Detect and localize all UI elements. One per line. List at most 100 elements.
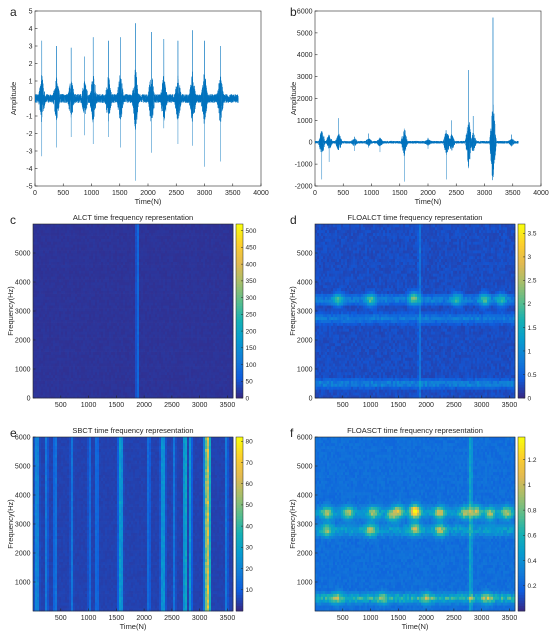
heatmap-cell xyxy=(119,247,121,250)
heatmap-cell xyxy=(47,381,49,384)
heatmap-cell xyxy=(57,285,59,288)
heatmap-cell xyxy=(143,323,145,326)
heatmap-cell xyxy=(181,343,183,346)
heatmap-cell xyxy=(57,372,59,375)
heatmap-cell xyxy=(53,366,55,369)
heatmap-cell xyxy=(185,256,187,259)
heatmap-cell xyxy=(145,392,147,395)
heatmap-cell xyxy=(119,259,121,262)
heatmap-cell xyxy=(113,366,115,369)
heatmap-cell xyxy=(77,372,79,375)
heatmap-cell xyxy=(171,378,173,381)
heatmap-cell xyxy=(45,317,47,320)
heatmap-cell xyxy=(39,328,41,331)
heatmap-cell xyxy=(163,363,165,366)
heatmap-cell xyxy=(161,352,163,355)
heatmap-cell xyxy=(193,349,195,352)
heatmap-cell xyxy=(81,262,83,265)
heatmap-cell xyxy=(95,285,97,288)
heatmap-cell xyxy=(79,343,81,346)
heatmap-cell xyxy=(55,262,57,265)
heatmap-cell xyxy=(53,346,55,349)
heatmap-cell xyxy=(45,285,47,288)
heatmap-cell xyxy=(85,360,87,363)
heatmap-cell xyxy=(167,236,169,239)
heatmap-cell xyxy=(143,314,145,317)
heatmap-cell xyxy=(87,299,89,302)
heatmap-cell xyxy=(89,236,91,239)
heatmap-cell xyxy=(87,343,89,346)
heatmap-cell xyxy=(71,326,73,329)
heatmap-cell xyxy=(73,328,75,331)
heatmap-cell xyxy=(77,273,79,276)
heatmap-cell xyxy=(151,270,153,273)
heatmap-cell xyxy=(121,323,123,326)
heatmap-cell xyxy=(117,360,119,363)
heatmap-cell xyxy=(189,273,191,276)
heatmap-cell xyxy=(41,227,43,230)
heatmap-cell xyxy=(63,227,65,230)
heatmap-cell xyxy=(67,326,69,329)
heatmap-cell xyxy=(157,334,159,337)
heatmap-cell xyxy=(57,294,59,297)
heatmap-cell xyxy=(165,250,167,253)
heatmap-cell xyxy=(53,369,55,372)
heatmap-cell xyxy=(193,285,195,288)
heatmap-cell xyxy=(43,323,45,326)
heatmap-cell xyxy=(131,239,133,242)
heatmap-cell xyxy=(65,302,67,305)
heatmap-cell xyxy=(129,314,131,317)
heatmap-cell xyxy=(125,375,127,378)
heatmap-cell xyxy=(93,323,95,326)
heatmap-cell xyxy=(69,323,71,326)
heatmap-cell xyxy=(77,389,79,392)
heatmap-cell xyxy=(163,262,165,265)
heatmap-cell xyxy=(59,268,61,271)
heatmap-cell xyxy=(77,241,79,244)
heatmap-cell xyxy=(75,279,77,282)
y-tick-label: -1 xyxy=(26,113,32,120)
heatmap-cell xyxy=(177,357,179,360)
heatmap-cell xyxy=(75,334,77,337)
heatmap-cell xyxy=(127,302,129,305)
heatmap-cell xyxy=(189,259,191,262)
heatmap-cell xyxy=(111,372,113,375)
heatmap-cell xyxy=(49,357,51,360)
heatmap-cell xyxy=(125,328,127,331)
heatmap-cell xyxy=(105,276,107,279)
heatmap-cell xyxy=(101,302,103,305)
heatmap-cell xyxy=(33,224,35,227)
heatmap-cell xyxy=(115,384,117,387)
heatmap-cell xyxy=(89,262,91,265)
heatmap-cell xyxy=(195,392,197,395)
heatmap-cell xyxy=(193,282,195,285)
heatmap-cell xyxy=(33,331,35,334)
heatmap-cell xyxy=(129,360,131,363)
heatmap-cell xyxy=(185,285,187,288)
heatmap-cell xyxy=(73,256,75,259)
heatmap-cell xyxy=(83,230,85,233)
heatmap-cell xyxy=(155,366,157,369)
heatmap-cell xyxy=(89,349,91,352)
heatmap-cell xyxy=(145,233,147,236)
heatmap-cell xyxy=(191,230,193,233)
heatmap-cell xyxy=(145,302,147,305)
heatmap-cell xyxy=(39,340,41,343)
heatmap-cell xyxy=(151,363,153,366)
heatmap-cell xyxy=(133,366,135,369)
heatmap-cell xyxy=(135,378,137,381)
heatmap-cell xyxy=(71,369,73,372)
heatmap-cell xyxy=(81,302,83,305)
heatmap-cell xyxy=(81,291,83,294)
heatmap-cell xyxy=(33,314,35,317)
heatmap-cell xyxy=(97,311,99,314)
heatmap-cell xyxy=(123,389,125,392)
heatmap-cell xyxy=(41,343,43,346)
heatmap-cell xyxy=(127,256,129,259)
heatmap-cell xyxy=(163,236,165,239)
y-tick-label: 0 xyxy=(29,96,33,103)
heatmap-cell xyxy=(83,227,85,230)
heatmap-cell xyxy=(37,352,39,355)
heatmap-cell xyxy=(45,375,47,378)
heatmap-cell xyxy=(131,323,133,326)
